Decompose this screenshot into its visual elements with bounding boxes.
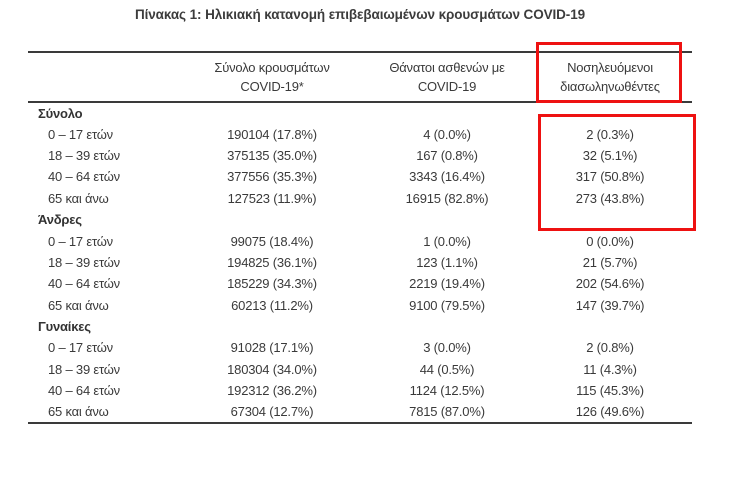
section-label-total: Σύνολο bbox=[28, 102, 692, 123]
section-label-women: Γυναίκες bbox=[28, 316, 692, 337]
col-header-deaths: Θάνατοι ασθενών με COVID-19 bbox=[366, 52, 528, 103]
table-row: 0 – 17 ετών 190104 (17.8%) 4 (0.0%) 2 (0… bbox=[28, 123, 692, 144]
table-row: 65 και άνω 67304 (12.7%) 7815 (87.0%) 12… bbox=[28, 401, 692, 422]
deaths-cell: 16915 (82.8%) bbox=[405, 190, 489, 206]
table-title: Πίνακας 1: Ηλικιακή κατανομή επιβεβαιωμέ… bbox=[134, 7, 586, 22]
table-row: 40 – 64 ετών 185229 (34.3%) 2219 (19.4%)… bbox=[28, 273, 692, 294]
age-label: 0 – 17 ετών bbox=[48, 233, 113, 249]
table-row: 0 – 17 ετών 99075 (18.4%) 1 (0.0%) 0 (0.… bbox=[28, 230, 692, 251]
deaths-cell: 44 (0.5%) bbox=[419, 361, 475, 377]
cases-cell: 194825 (36.1%) bbox=[227, 254, 317, 270]
age-label: 40 – 64 ετών bbox=[48, 276, 120, 292]
cases-cell: 180304 (34.0%) bbox=[227, 361, 317, 377]
table-row: 65 και άνω 60213 (11.2%) 9100 (79.5%) 14… bbox=[28, 295, 692, 316]
intubated-cell: 126 (49.6%) bbox=[575, 404, 645, 420]
col-header-intubated: Νοσηλευόμενοι διασωληνωθέντες bbox=[528, 52, 692, 103]
age-label: 18 – 39 ετών bbox=[48, 254, 120, 270]
table-row: 65 και άνω 127523 (11.9%) 16915 (82.8%) … bbox=[28, 188, 692, 209]
table-row: 0 – 17 ετών 91028 (17.1%) 3 (0.0%) 2 (0.… bbox=[28, 337, 692, 358]
intubated-cell: 147 (39.7%) bbox=[575, 297, 645, 313]
col-header-cases: Σύνολο κρουσμάτων COVID-19* bbox=[178, 52, 366, 103]
intubated-cell: 115 (45.3%) bbox=[576, 383, 644, 399]
age-label: 0 – 17 ετών bbox=[48, 340, 113, 356]
cases-cell: 185229 (34.3%) bbox=[227, 276, 317, 292]
intubated-cell: 21 (5.7%) bbox=[582, 254, 638, 270]
deaths-cell: 1124 (12.5%) bbox=[409, 383, 485, 399]
deaths-cell: 167 (0.8%) bbox=[416, 147, 478, 163]
header-line: Νοσηλευόμενοι bbox=[567, 60, 653, 75]
cases-cell: 192312 (36.2%) bbox=[227, 383, 317, 399]
table-row: 18 – 39 ετών 375135 (35.0%) 167 (0.8%) 3… bbox=[28, 145, 692, 166]
section-label: Σύνολο bbox=[38, 105, 83, 121]
intubated-cell: 202 (54.6%) bbox=[575, 276, 645, 292]
deaths-cell: 123 (1.1%) bbox=[416, 254, 478, 270]
intubated-cell: 11 (4.3%) bbox=[583, 361, 637, 377]
header-row: Σύνολο κρουσμάτων COVID-19* Θάνατοι ασθε… bbox=[28, 52, 692, 103]
deaths-cell: 3343 (16.4%) bbox=[409, 169, 485, 185]
covid-age-distribution-table: Σύνολο κρουσμάτων COVID-19* Θάνατοι ασθε… bbox=[28, 51, 692, 424]
cases-cell: 190104 (17.8%) bbox=[227, 126, 317, 142]
deaths-cell: 4 (0.0%) bbox=[423, 126, 471, 142]
deaths-cell: 7815 (87.0%) bbox=[409, 404, 485, 420]
table-row: 18 – 39 ετών 180304 (34.0%) 44 (0.5%) 11… bbox=[28, 359, 692, 380]
age-label: 18 – 39 ετών bbox=[48, 147, 120, 163]
intubated-cell: 317 (50.8%) bbox=[575, 169, 645, 185]
cases-cell: 60213 (11.2%) bbox=[231, 297, 313, 313]
table-row: 18 – 39 ετών 194825 (36.1%) 123 (1.1%) 2… bbox=[28, 252, 692, 273]
section-label: Άνδρες bbox=[38, 212, 82, 228]
header-line: διασωληνωθέντες bbox=[560, 79, 660, 94]
header-line: COVID-19* bbox=[240, 79, 304, 94]
cases-cell: 99075 (18.4%) bbox=[230, 233, 314, 249]
cases-cell: 375135 (35.0%) bbox=[227, 147, 317, 163]
age-label: 18 – 39 ετών bbox=[48, 361, 120, 377]
cases-cell: 67304 (12.7%) bbox=[230, 404, 314, 420]
header-line: COVID-19 bbox=[417, 79, 477, 94]
age-label: 0 – 17 ετών bbox=[48, 126, 113, 142]
deaths-cell: 9100 (79.5%) bbox=[409, 297, 485, 313]
intubated-cell: 273 (43.8%) bbox=[575, 190, 645, 206]
table-row: 40 – 64 ετών 192312 (36.2%) 1124 (12.5%)… bbox=[28, 380, 692, 401]
intubated-cell: 2 (0.8%) bbox=[586, 340, 634, 356]
intubated-cell: 2 (0.3%) bbox=[586, 126, 634, 142]
corner-cell bbox=[28, 52, 178, 103]
deaths-cell: 1 (0.0%) bbox=[423, 233, 471, 249]
section-label: Γυναίκες bbox=[38, 319, 91, 335]
deaths-cell: 2219 (19.4%) bbox=[409, 276, 485, 292]
header-line: Σύνολο κρουσμάτων bbox=[214, 60, 330, 75]
header-line: Θάνατοι ασθενών με bbox=[389, 60, 505, 75]
cases-cell: 127523 (11.9%) bbox=[227, 190, 317, 206]
table-row: 40 – 64 ετών 377556 (35.3%) 3343 (16.4%)… bbox=[28, 166, 692, 187]
section-label-men: Άνδρες bbox=[28, 209, 692, 230]
deaths-cell: 3 (0.0%) bbox=[423, 340, 471, 356]
intubated-cell: 32 (5.1%) bbox=[582, 147, 638, 163]
intubated-cell: 0 (0.0%) bbox=[586, 233, 634, 249]
cases-cell: 91028 (17.1%) bbox=[230, 340, 314, 356]
age-label: 65 και άνω bbox=[48, 404, 109, 420]
age-label: 40 – 64 ετών bbox=[48, 383, 120, 399]
cases-cell: 377556 (35.3%) bbox=[227, 169, 317, 185]
age-label: 65 και άνω bbox=[48, 190, 109, 206]
age-label: 40 – 64 ετών bbox=[48, 169, 120, 185]
age-label: 65 και άνω bbox=[48, 297, 109, 313]
